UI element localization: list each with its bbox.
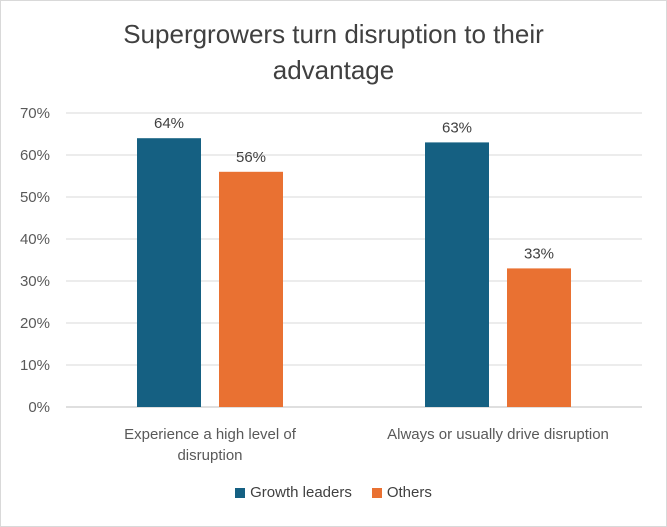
- data-label: 56%: [236, 149, 266, 166]
- y-tick-label: 0%: [28, 399, 50, 416]
- bar-others: [507, 268, 571, 407]
- y-tick-label: 30%: [20, 273, 50, 290]
- data-label: 64%: [154, 115, 184, 132]
- x-tick-label: disruption: [177, 447, 242, 464]
- legend-swatch-others: [371, 487, 382, 498]
- y-tick-label: 40%: [20, 231, 50, 248]
- x-tick-label: Always or usually drive disruption: [387, 426, 609, 443]
- chart-legend: Growth leaders Others: [0, 484, 667, 501]
- y-tick-label: 60%: [20, 147, 50, 164]
- x-tick-label: Experience a high level of: [124, 426, 297, 443]
- legend-label-growth-leaders: Growth leaders: [250, 484, 352, 501]
- legend-swatch-growth-leaders: [235, 487, 246, 498]
- data-label: 33%: [524, 245, 554, 262]
- bar-others: [219, 171, 283, 407]
- legend-item-growth-leaders: Growth leaders: [235, 484, 352, 501]
- bar-growth-leaders: [137, 138, 201, 407]
- bar-growth-leaders: [425, 142, 489, 407]
- legend-item-others: Others: [371, 484, 432, 501]
- y-tick-label: 20%: [20, 315, 50, 332]
- data-label: 63%: [442, 119, 472, 136]
- chart-title: Supergrowers turn disruption to their ad…: [0, 16, 667, 88]
- y-tick-label: 10%: [20, 357, 50, 374]
- y-tick-label: 70%: [20, 105, 50, 122]
- y-tick-label: 50%: [20, 189, 50, 206]
- chart-title-line-1: Supergrowers turn disruption to their: [123, 19, 544, 49]
- chart-title-line-2: advantage: [272, 55, 395, 85]
- legend-label-others: Others: [386, 484, 432, 501]
